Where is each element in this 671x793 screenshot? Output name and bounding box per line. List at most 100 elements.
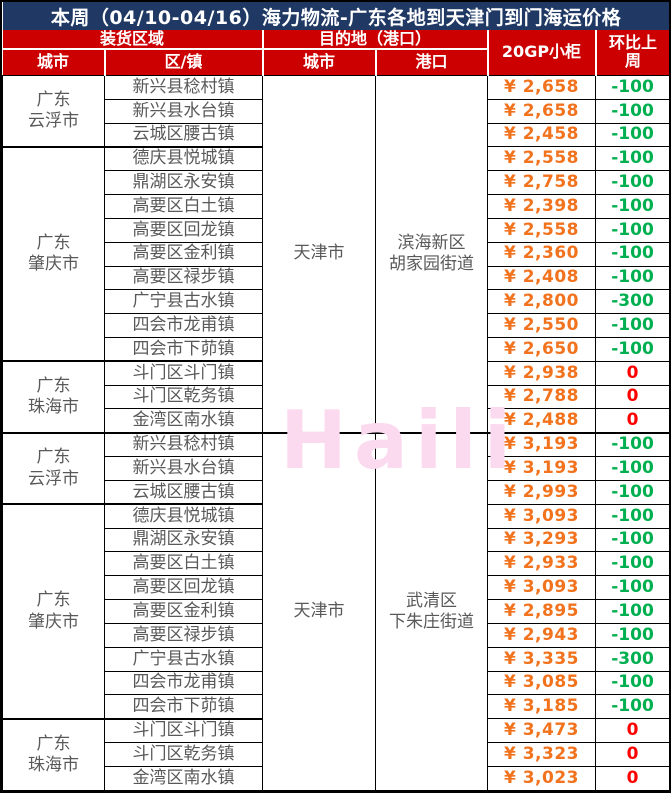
price-cell: ¥ 2,938: [487, 360, 596, 386]
table-row: 广东 肇庆市 德庆县悦城镇 ¥ 3,093 -100: [2, 503, 669, 720]
price-cell: ¥ 3,473: [487, 718, 596, 744]
change-cell: -100: [594, 265, 669, 291]
price-cell: ¥ 2,788: [487, 384, 596, 410]
district-cell: 广宁县古水镇: [104, 289, 263, 315]
district-cell: 金湾区南水镇: [104, 408, 263, 434]
port-cell: 滨海新区 胡家园街道: [375, 74, 488, 434]
price-cell: ¥ 2,758: [487, 170, 596, 196]
change-cell: 0: [594, 360, 669, 386]
page-title: 本周（04/10-04/16）海力物流-广东各地到天津门到门海运价格: [2, 2, 669, 30]
table-row: 高要区白土镇 ¥ 2,398 -100: [3, 194, 669, 219]
table-row: 广东 云浮市 新兴县稔村镇 天津市 武清区 下朱庄街道 ¥ 3,193 -100: [2, 431, 669, 791]
change-cell: -100: [594, 479, 669, 505]
change-cell: -100: [594, 456, 669, 481]
table-row: 广宁县古水镇 ¥ 2,800 -300: [3, 289, 669, 315]
city-group-cell: 广东 云浮市: [2, 431, 105, 505]
table-row: 四会市龙甫镇 ¥ 3,085 -100: [3, 670, 669, 696]
district-cell: 新兴县稔村镇: [104, 74, 263, 100]
district-cell: 云城区腰古镇: [104, 479, 263, 505]
change-cell: -100: [594, 194, 669, 219]
district-cell: 德庆县悦城镇: [104, 503, 263, 529]
table-row: 四会市龙甫镇 ¥ 2,550 -100: [3, 313, 669, 338]
district-cell: 鼎湖区永安镇: [104, 170, 263, 196]
change-cell: -100: [594, 313, 669, 338]
header-destination-port: 目的地（港口）: [261, 30, 489, 51]
price-cell: ¥ 2,360: [487, 241, 596, 267]
table-row: 广东 肇庆市 德庆县悦城镇 ¥ 2,558 -100: [2, 145, 669, 362]
dest-city-cell: 天津市: [262, 431, 376, 791]
table-row: 金湾区南水镇 ¥ 3,023 0: [3, 765, 669, 791]
district-cell: 新兴县稔村镇: [104, 431, 263, 458]
district-cell: 新兴县水台镇: [104, 98, 263, 124]
price-cell: ¥ 3,085: [487, 670, 596, 696]
change-cell: 0: [594, 765, 669, 791]
district-cell: 四会市龙甫镇: [104, 670, 263, 696]
table-row: 高要区白土镇 ¥ 2,933 -100: [3, 551, 669, 577]
table-row: 高要区回龙镇 ¥ 3,093 -100: [3, 575, 669, 601]
change-cell: -100: [594, 146, 669, 172]
dest-city-cell: 天津市: [262, 74, 376, 434]
table-row: 高要区禄步镇 ¥ 2,408 -100: [3, 265, 669, 291]
change-cell: -100: [594, 337, 669, 362]
table-row: 云城区腰古镇 ¥ 2,458 -100: [3, 122, 669, 148]
district-cell: 高要区回龙镇: [104, 217, 263, 243]
header-wow-change: 环比上周: [594, 30, 669, 76]
district-cell: 四会市下茆镇: [104, 337, 263, 362]
price-cell: ¥ 2,650: [487, 337, 596, 362]
table-row: 斗门区乾务镇 ¥ 2,788 0: [3, 384, 669, 410]
price-cell: ¥ 2,408: [487, 265, 596, 291]
price-cell: ¥ 2,933: [487, 551, 596, 577]
header-district-town: 区/镇: [103, 48, 264, 76]
district-cell: 新兴县水台镇: [104, 456, 263, 481]
price-cell: ¥ 3,193: [487, 431, 596, 458]
district-cell: 鼎湖区永安镇: [104, 527, 263, 553]
change-cell: -100: [594, 599, 669, 624]
city-group-cell: 广东 肇庆市: [2, 503, 105, 720]
city-group-cell: 广东 珠海市: [2, 717, 105, 791]
header-city: 城市: [2, 48, 106, 76]
table-row: 广宁县古水镇 ¥ 3,335 -300: [3, 646, 669, 672]
district-cell: 斗门区乾务镇: [104, 742, 263, 767]
district-cell: 高要区禄步镇: [104, 622, 263, 648]
district-cell: 斗门区乾务镇: [104, 384, 263, 410]
table-row: 金湾区南水镇 ¥ 2,488 0: [3, 408, 669, 434]
change-cell: -100: [594, 694, 669, 720]
district-cell: 高要区回龙镇: [104, 575, 263, 601]
change-cell: -100: [594, 241, 669, 267]
change-cell: -100: [594, 527, 669, 553]
table-row: 四会市下茆镇 ¥ 2,650 -100: [3, 337, 669, 362]
table-row: 新兴县水台镇 ¥ 3,193 -100: [3, 456, 669, 481]
district-cell: 四会市下茆镇: [104, 694, 263, 720]
change-cell: -100: [594, 670, 669, 696]
price-cell: ¥ 3,193: [487, 456, 596, 481]
change-cell: -100: [594, 551, 669, 577]
price-cell: ¥ 2,458: [487, 122, 596, 148]
district-cell: 高要区禄步镇: [104, 265, 263, 291]
price-cell: ¥ 2,488: [487, 408, 596, 434]
change-cell: -100: [594, 122, 669, 148]
price-cell: ¥ 2,658: [487, 98, 596, 124]
table-row: 新兴县水台镇 ¥ 2,658 -100: [3, 98, 669, 124]
district-cell: 云城区腰古镇: [104, 122, 263, 148]
change-cell: -100: [594, 622, 669, 648]
port-cell: 武清区 下朱庄街道: [375, 431, 488, 791]
price-cell: ¥ 2,800: [487, 289, 596, 315]
price-cell: ¥ 3,093: [487, 503, 596, 529]
table-row: 广东 云浮市 新兴县稔村镇 天津市 滨海新区 胡家园街道 ¥ 2,658 -10…: [2, 74, 669, 434]
price-cell: ¥ 2,558: [487, 146, 596, 172]
header-port: 港口: [374, 48, 489, 76]
change-cell: -100: [594, 575, 669, 601]
district-cell: 金湾区南水镇: [104, 765, 263, 791]
change-cell: -100: [594, 74, 669, 100]
city-group-cell: 广东 珠海市: [2, 360, 105, 434]
table-row: 广东 珠海市 斗门区斗门镇 ¥ 3,473 0: [2, 717, 669, 791]
district-cell: 高要区白土镇: [104, 194, 263, 219]
header-container-20gp: 20GP小柜: [486, 30, 597, 76]
district-cell: 斗门区斗门镇: [104, 717, 263, 744]
district-cell: 高要区白土镇: [104, 551, 263, 577]
change-cell: 0: [594, 408, 669, 434]
change-cell: 0: [594, 742, 669, 767]
change-cell: -300: [594, 289, 669, 315]
